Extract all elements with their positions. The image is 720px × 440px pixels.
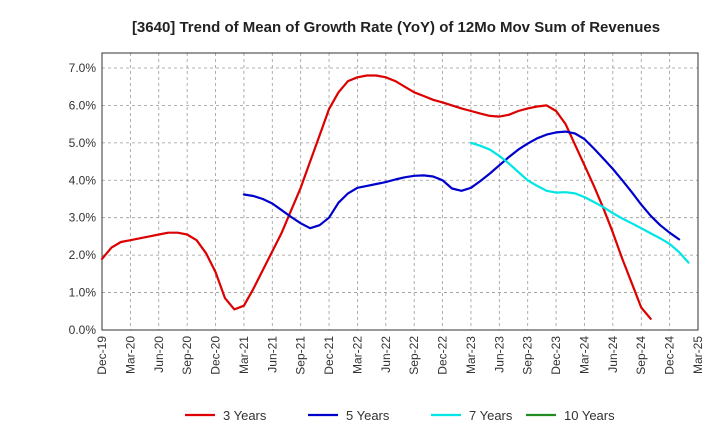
x-tick-label: Dec-23 — [549, 336, 563, 375]
y-tick-label: 7.0% — [69, 61, 97, 75]
series-line-3-years — [100, 74, 652, 320]
y-axis: 0.0% 1.0% 2.0% 3.0% 4.0% 5.0% 6.0% 7.0% — [69, 61, 97, 337]
x-tick-label: Mar-21 — [237, 336, 251, 374]
series-lines — [100, 74, 690, 320]
chart-title: [3640] Trend of Mean of Growth Rate (YoY… — [132, 19, 660, 36]
legend-label: 10 Years — [564, 408, 615, 423]
x-tick-label: Dec-21 — [322, 336, 336, 375]
legend: 3 Years 5 Years 7 Years 10 Years — [185, 408, 615, 423]
x-axis: Dec-19 Mar-20 Jun-20 Sep-20 Dec-20 Mar-21 Jun-… — [95, 336, 705, 375]
x-tick-label: Mar-25 — [691, 336, 705, 374]
y-tick-label: 4.0% — [69, 173, 97, 187]
x-tick-label: Jun-24 — [606, 336, 620, 373]
x-tick-label: Dec-19 — [95, 336, 109, 375]
y-tick-label: 1.0% — [69, 286, 97, 300]
legend-label: 5 Years — [346, 408, 390, 423]
plot-area — [101, 52, 699, 331]
gridlines — [101, 53, 699, 331]
y-tick-label: 3.0% — [69, 211, 97, 225]
x-tick-label: Sep-21 — [294, 336, 308, 375]
x-tick-label: Dec-24 — [663, 336, 677, 375]
series-line-7-years — [469, 141, 690, 264]
y-tick-label: 2.0% — [69, 248, 97, 262]
x-tick-label: Sep-23 — [521, 336, 535, 375]
legend-label: 3 Years — [223, 408, 267, 423]
x-tick-label: Sep-24 — [634, 336, 648, 375]
y-tick-label: 5.0% — [69, 136, 97, 150]
x-tick-label: Mar-23 — [464, 336, 478, 374]
x-tick-label: Jun-23 — [492, 336, 506, 373]
x-tick-label: Sep-20 — [180, 336, 194, 375]
y-tick-label: 6.0% — [69, 98, 97, 112]
x-tick-label: Jun-20 — [152, 336, 166, 373]
x-tick-label: Mar-24 — [577, 336, 591, 374]
x-tick-label: Jun-22 — [379, 336, 393, 373]
x-tick-label: Dec-20 — [209, 336, 223, 375]
x-tick-label: Sep-22 — [407, 336, 421, 375]
x-tick-label: Mar-20 — [123, 336, 137, 374]
x-tick-label: Dec-22 — [436, 336, 450, 375]
legend-label: 7 Years — [469, 408, 513, 423]
series-line-5-years — [242, 130, 681, 241]
x-tick-label: Mar-22 — [350, 336, 364, 374]
x-tick-label: Jun-21 — [265, 336, 279, 373]
y-tick-label: 0.0% — [69, 323, 97, 337]
